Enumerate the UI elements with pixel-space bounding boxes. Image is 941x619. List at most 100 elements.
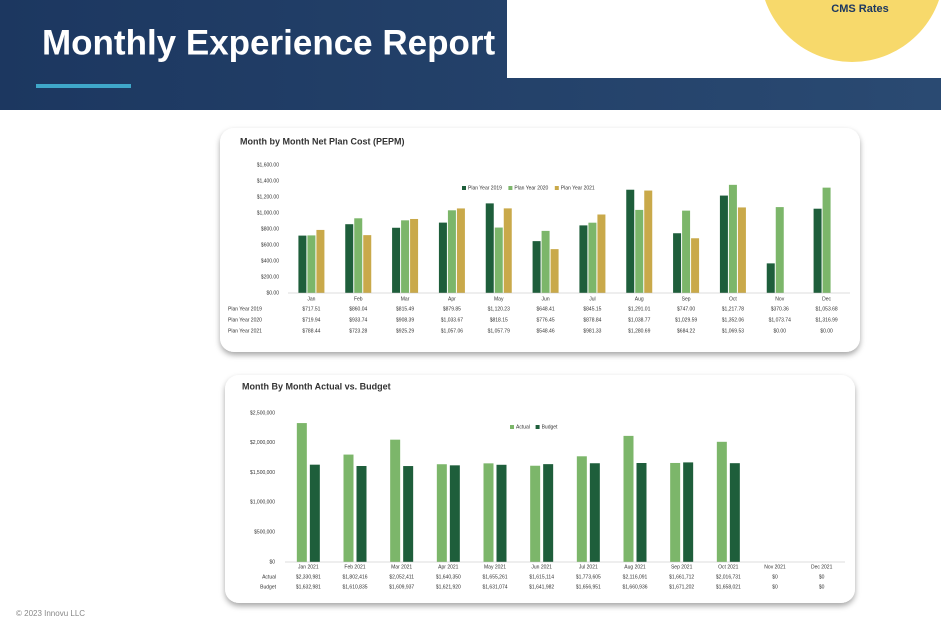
bar bbox=[486, 203, 494, 293]
legend-label: Budget bbox=[542, 424, 558, 430]
x-tick-label: May 2021 bbox=[484, 564, 506, 570]
legend-swatch bbox=[508, 186, 512, 190]
table-value: $1,660,936 bbox=[622, 584, 647, 590]
x-tick-label: Jan 2021 bbox=[298, 564, 319, 570]
table-value: $1,280.69 bbox=[628, 328, 650, 334]
chart-title: Month by Month Net Plan Cost (PEPM) bbox=[240, 136, 405, 146]
x-tick-label: Jul 2021 bbox=[579, 564, 598, 570]
bar bbox=[344, 455, 354, 562]
table-value: $1,120.23 bbox=[488, 306, 510, 312]
table-value: $1,641,982 bbox=[529, 584, 554, 590]
table-value: $717.51 bbox=[302, 306, 320, 312]
table-value: $879.85 bbox=[443, 306, 461, 312]
y-tick-label: $800.00 bbox=[261, 226, 279, 232]
y-tick-label: $500,000 bbox=[254, 530, 275, 536]
table-value: $1,610,835 bbox=[342, 584, 367, 590]
bar bbox=[637, 463, 647, 562]
bar bbox=[316, 230, 324, 293]
table-value: $1,316.99 bbox=[815, 317, 837, 323]
bar bbox=[530, 466, 540, 562]
y-tick-label: $0.00 bbox=[266, 290, 279, 296]
bar bbox=[357, 466, 367, 562]
table-value: $1,631,074 bbox=[482, 584, 507, 590]
row-label: Plan Year 2019 bbox=[228, 306, 262, 312]
table-value: $0.00 bbox=[773, 328, 786, 334]
x-tick-label: Aug bbox=[635, 296, 644, 302]
x-tick-label: Oct 2021 bbox=[718, 564, 739, 570]
table-value: $1,053.68 bbox=[815, 306, 837, 312]
legend-swatch bbox=[510, 425, 514, 429]
table-value: $1,352.06 bbox=[722, 317, 744, 323]
bar bbox=[533, 241, 541, 293]
table-value: $684.22 bbox=[677, 328, 695, 334]
bar bbox=[644, 191, 652, 293]
bar bbox=[626, 190, 634, 293]
table-value: $2,016,731 bbox=[716, 574, 741, 580]
bar bbox=[363, 235, 371, 293]
x-tick-label: Mar bbox=[401, 296, 410, 302]
row-label: Budget bbox=[260, 584, 276, 590]
table-value: $788.44 bbox=[302, 328, 320, 334]
table-value: $1,609,937 bbox=[389, 584, 414, 590]
bar bbox=[484, 463, 494, 562]
bar bbox=[738, 207, 746, 293]
table-value: $719.94 bbox=[302, 317, 320, 323]
bar bbox=[543, 464, 553, 562]
table-value: $747.00 bbox=[677, 306, 695, 312]
legend-swatch bbox=[536, 425, 540, 429]
table-value: $1,661,712 bbox=[669, 574, 694, 580]
table-value: $1,656,951 bbox=[576, 584, 601, 590]
bar bbox=[437, 464, 447, 562]
bar bbox=[597, 214, 605, 293]
footer: © 2023 Innovu LLC bbox=[16, 609, 85, 618]
bar bbox=[495, 228, 503, 293]
table-value: $0 bbox=[819, 584, 825, 590]
x-tick-label: Jan bbox=[307, 296, 315, 302]
page-title: Monthly Experience Report bbox=[42, 23, 495, 62]
y-tick-label: $2,500,000 bbox=[250, 410, 275, 416]
y-tick-label: $1,000.00 bbox=[257, 210, 279, 216]
table-value: $845.15 bbox=[583, 306, 601, 312]
table-value: $2,116,091 bbox=[623, 574, 648, 580]
x-tick-label: Mar 2021 bbox=[391, 564, 412, 570]
table-value: $1,057.79 bbox=[488, 328, 510, 334]
x-tick-label: Sep 2021 bbox=[671, 564, 693, 570]
legend-label: Plan Year 2019 bbox=[468, 185, 502, 191]
bar bbox=[403, 466, 413, 562]
bar bbox=[683, 462, 693, 562]
bar bbox=[635, 210, 643, 293]
y-tick-label: $1,500,000 bbox=[250, 470, 275, 476]
table-value: $1,632,981 bbox=[296, 584, 321, 590]
bar bbox=[577, 456, 587, 562]
x-tick-label: Oct bbox=[729, 296, 737, 302]
bar bbox=[720, 196, 728, 293]
bar bbox=[776, 207, 784, 293]
legend-label: Plan Year 2021 bbox=[561, 185, 595, 191]
x-tick-label: Dec bbox=[822, 296, 831, 302]
table-value: $878.84 bbox=[583, 317, 601, 323]
y-tick-label: $1,200.00 bbox=[257, 194, 279, 200]
badge-label: CMS Rates bbox=[831, 3, 888, 15]
table-value: $860.04 bbox=[349, 306, 367, 312]
bar bbox=[624, 436, 634, 562]
table-value: $776.45 bbox=[537, 317, 555, 323]
table-value: $1,033.67 bbox=[441, 317, 463, 323]
table-value: $981.33 bbox=[583, 328, 601, 334]
table-value: $0 bbox=[772, 584, 778, 590]
bar bbox=[767, 263, 775, 293]
bar bbox=[730, 463, 740, 562]
x-tick-label: Jul bbox=[589, 296, 595, 302]
x-tick-label: May bbox=[494, 296, 504, 302]
bar bbox=[307, 235, 315, 293]
chart-title: Month By Month Actual vs. Budget bbox=[242, 381, 391, 391]
bar bbox=[682, 211, 690, 293]
bar bbox=[542, 231, 550, 293]
bar bbox=[823, 188, 831, 293]
bar bbox=[588, 223, 596, 293]
table-value: $1,640,350 bbox=[436, 574, 461, 580]
bar bbox=[670, 463, 680, 562]
x-tick-label: Jun bbox=[542, 296, 550, 302]
table-value: $933.74 bbox=[349, 317, 367, 323]
table-value: $0 bbox=[772, 574, 778, 580]
bar bbox=[297, 423, 307, 562]
